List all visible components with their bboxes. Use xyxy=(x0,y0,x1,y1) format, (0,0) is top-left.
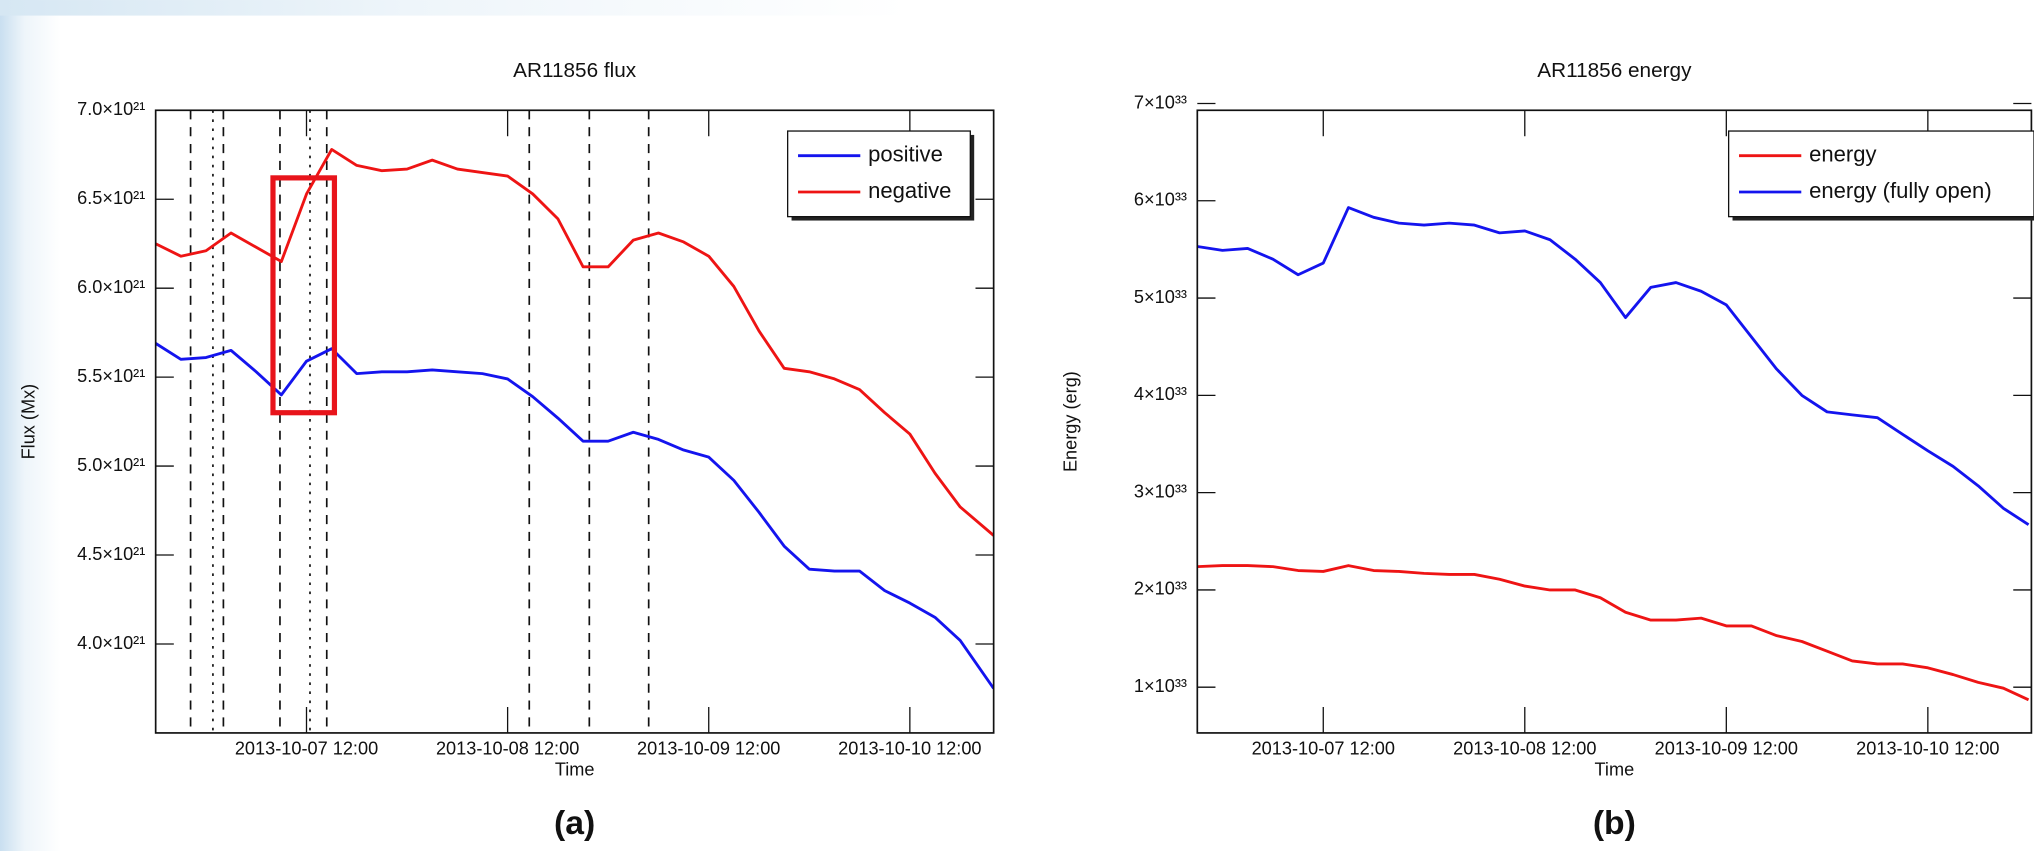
x-tick-label: 2013-10-08 12:00 xyxy=(1453,739,1596,759)
series-line xyxy=(1197,564,2030,702)
x-tick-label: 2013-10-07 12:00 xyxy=(1252,739,1395,759)
legend-label: energy xyxy=(1809,142,1876,167)
background-band xyxy=(0,0,909,16)
legend-label: negative xyxy=(868,178,951,203)
chart-title: AR11856 flux xyxy=(513,59,637,82)
plot-frame xyxy=(1196,109,2033,734)
y-tick-label: 4.5×10²¹ xyxy=(77,544,145,564)
y-axis-label: Flux (Mx) xyxy=(19,384,39,460)
y-tick-label: 2×10³³ xyxy=(1134,579,1187,599)
series-line xyxy=(1197,206,2030,526)
y-tick-label: 3×10³³ xyxy=(1134,481,1187,501)
y-tick-label: 5.0×10²¹ xyxy=(77,455,145,475)
y-tick-label: 4×10³³ xyxy=(1134,384,1187,404)
highlight-box xyxy=(270,175,338,416)
y-tick-label: 6.5×10²¹ xyxy=(77,188,145,208)
legend-label: positive xyxy=(868,142,943,167)
plot-area xyxy=(1197,206,2030,702)
panel-label: (b) xyxy=(1593,804,1636,842)
y-tick-label: 6.0×10²¹ xyxy=(77,277,145,297)
x-axis-label: Time xyxy=(555,759,595,779)
y-tick-label: 5.5×10²¹ xyxy=(77,366,145,386)
x-tick-label: 2013-10-09 12:00 xyxy=(1655,739,1798,759)
x-tick-label: 2013-10-09 12:00 xyxy=(637,739,780,759)
legend-label: energy (fully open) xyxy=(1809,178,1992,203)
series-line xyxy=(155,342,994,690)
x-tick-label: 2013-10-10 12:00 xyxy=(838,739,981,759)
y-tick-label: 4.0×10²¹ xyxy=(77,633,145,653)
chart-title: AR11856 energy xyxy=(1537,59,1692,82)
y-tick-label: 6×10³³ xyxy=(1134,190,1187,210)
y-tick-label: 5×10³³ xyxy=(1134,287,1187,307)
y-tick-label: 1×10³³ xyxy=(1134,676,1187,696)
y-tick-label: 7.0×10²¹ xyxy=(77,99,145,119)
panel-label: (a) xyxy=(554,804,595,842)
x-tick-label: 2013-10-10 12:00 xyxy=(1856,739,1999,759)
legend-box xyxy=(1727,130,2034,218)
x-axis-label: Time xyxy=(1595,759,1635,779)
series-line xyxy=(155,148,994,537)
plot-area xyxy=(155,148,994,690)
y-tick-label: 7×10³³ xyxy=(1134,92,1187,112)
legend-box xyxy=(787,130,971,218)
x-tick-label: 2013-10-07 12:00 xyxy=(235,739,378,759)
plot-frame xyxy=(154,109,995,734)
x-tick-label: 2013-10-08 12:00 xyxy=(436,739,579,759)
y-axis-label: Energy (erg) xyxy=(1060,371,1080,472)
